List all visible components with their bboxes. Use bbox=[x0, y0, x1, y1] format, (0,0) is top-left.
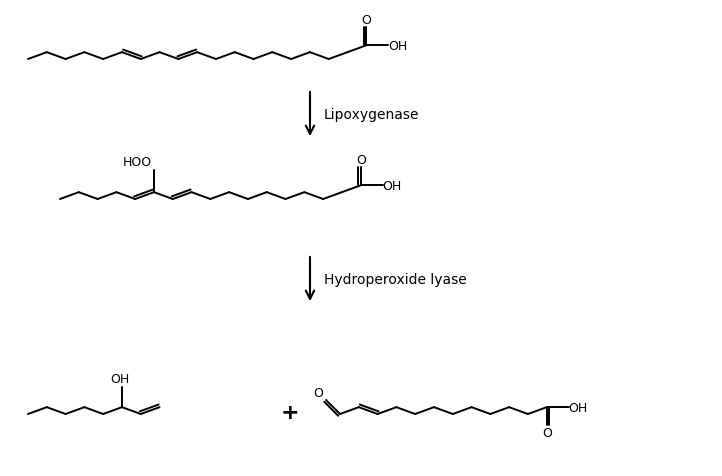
Text: O: O bbox=[313, 386, 323, 399]
Text: Hydroperoxide lyase: Hydroperoxide lyase bbox=[324, 272, 466, 287]
Text: +: + bbox=[281, 402, 300, 422]
Text: OH: OH bbox=[110, 372, 129, 386]
Text: HOO: HOO bbox=[123, 156, 152, 169]
Text: O: O bbox=[361, 14, 371, 27]
Text: O: O bbox=[356, 154, 365, 167]
Text: OH: OH bbox=[388, 40, 407, 53]
Text: O: O bbox=[542, 426, 552, 439]
Text: OH: OH bbox=[569, 401, 588, 414]
Text: Lipoxygenase: Lipoxygenase bbox=[324, 108, 419, 122]
Text: OH: OH bbox=[383, 179, 402, 192]
